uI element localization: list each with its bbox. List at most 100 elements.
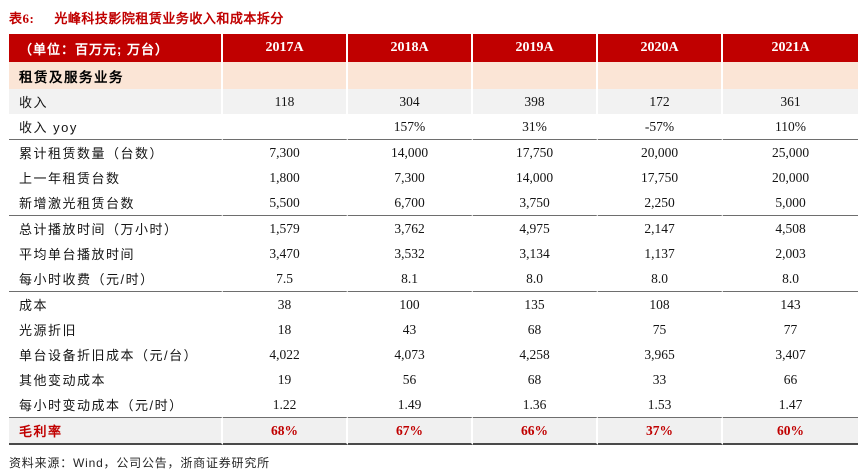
table-row: 平均单台播放时间 3,470 3,532 3,134 1,137 2,003: [9, 241, 858, 266]
section-header-cell: [473, 62, 598, 89]
cell-value: 38: [223, 292, 348, 317]
cell-value: 2,250: [598, 190, 723, 216]
cell-value: [223, 114, 348, 140]
table-row: 上一年租赁台数 1,800 7,300 14,000 17,750 20,000: [9, 165, 858, 190]
rental-business-table: （单位：百万元; 万台） 2017A 2018A 2019A 2020A 202…: [9, 34, 858, 445]
table-row: 其他变动成本 19 56 68 33 66: [9, 367, 858, 392]
cell-value: 8.1: [348, 266, 473, 292]
source-note: 资料来源：Wind，公司公告，浙商证券研究所: [9, 456, 270, 470]
cell-value: 3,532: [348, 241, 473, 266]
cell-value: 68: [473, 317, 598, 342]
table-title: 表6: 光峰科技影院租赁业务收入和成本拆分: [9, 8, 858, 27]
row-label: 成本: [9, 292, 223, 317]
section-header-cell: [348, 62, 473, 89]
cell-value: 3,965: [598, 342, 723, 367]
cell-value: 66: [783, 371, 798, 387]
cell-value: 43: [348, 317, 473, 342]
cell-value: 304: [348, 89, 473, 114]
cell-value: 100: [348, 292, 473, 317]
row-label: 累计租赁数量（台数）: [9, 140, 223, 165]
row-label: 总计播放时间（万小时）: [9, 216, 223, 241]
cell-value: 108: [598, 292, 723, 317]
cell-value: 1.47: [723, 392, 858, 418]
cell-value: 8.0: [473, 266, 598, 292]
cell-value: 5,500: [223, 190, 348, 216]
cell-value: 2,003: [775, 245, 806, 261]
cell-value: 8.0: [598, 266, 723, 292]
row-label: 收入 yoy: [9, 114, 223, 140]
table-body: 租赁及服务业务 收入 118 304 398 172 361 收入 yoy 157% 31% -5…: [9, 62, 858, 445]
row-label: 新增激光租赁台数: [9, 190, 223, 216]
cell-value: 172: [598, 89, 723, 114]
cell-value: 6,700: [348, 190, 473, 216]
table-row: 每小时收费（元/时） 7.5 8.1 8.0 8.0 8.0: [9, 266, 858, 292]
cell-value: 1.22: [223, 392, 348, 418]
cell-value: 8.0: [723, 266, 858, 292]
cell-value: 60%: [723, 418, 858, 445]
cell-value: 3,470: [223, 241, 348, 266]
cell-value: 3,134: [473, 241, 598, 266]
section-header-cell: [223, 62, 348, 89]
cell-value: 56: [348, 367, 473, 392]
cell-value: 1,800: [223, 165, 348, 190]
year-header-2017: 2017A: [223, 34, 348, 62]
year-header-2019: 2019A: [473, 34, 598, 62]
cell-value: 135: [473, 292, 598, 317]
cell-value: -57%: [598, 114, 723, 140]
table-row: 收入 118 304 398 172 361: [9, 89, 858, 114]
table-row: 新增激光租赁台数 5,500 6,700 3,750 2,250 5,000: [9, 190, 858, 216]
cell-value: 68%: [223, 418, 348, 445]
header-row: （单位：百万元; 万台） 2017A 2018A 2019A 2020A 202…: [9, 34, 858, 62]
table-row: 累计租赁数量（台数） 7,300 14,000 17,750 20,000 25,000: [9, 140, 858, 165]
cell-value: 4,975: [473, 216, 598, 241]
cell-value: 1.53: [598, 392, 723, 418]
table-title-text: 光峰科技影院租赁业务收入和成本拆分: [54, 11, 284, 26]
cell-value: 157%: [348, 114, 473, 140]
cell-value: 5,000: [723, 190, 858, 216]
table-row: 成本 38 100 135 108 143: [9, 292, 858, 317]
cell-value: 4,508: [775, 220, 806, 236]
table-row: 收入 yoy 157% 31% -57% 110%: [9, 114, 858, 140]
cell-value: 110%: [723, 114, 858, 140]
cell-value: 1.36: [473, 392, 598, 418]
row-label: 收入: [9, 89, 223, 114]
row-label: 其他变动成本: [9, 367, 223, 392]
row-label: 上一年租赁台数: [9, 165, 223, 190]
section-header-row: 租赁及服务业务: [9, 62, 858, 89]
cell-value: 14,000: [473, 165, 598, 190]
cell-value: 3,762: [348, 216, 473, 241]
row-label: 毛利率: [9, 418, 223, 445]
cell-value: 68: [473, 367, 598, 392]
cell-value: 4,073: [348, 342, 473, 367]
section-header-cell: [598, 62, 723, 89]
cell-value: 118: [223, 89, 348, 114]
year-header-2020: 2020A: [598, 34, 723, 62]
unit-header-cell: （单位：百万元; 万台）: [9, 34, 223, 62]
cell-value: 4,258: [473, 342, 598, 367]
year-header-2021: 2021A: [723, 34, 858, 62]
table-row: 每小时变动成本（元/时） 1.22 1.49 1.36 1.53 1.47: [9, 392, 858, 418]
cell-value: 67%: [348, 418, 473, 445]
row-label: 光源折旧: [9, 317, 223, 342]
cell-value: 17,750: [473, 140, 598, 165]
cell-value: 17,750: [598, 165, 723, 190]
cell-value: 19: [223, 367, 348, 392]
section-header-cell: [723, 62, 858, 89]
cell-value: 7,300: [223, 140, 348, 165]
cell-value: 14,000: [348, 140, 473, 165]
cell-value: 37%: [598, 418, 723, 445]
cell-value: 3,407: [775, 346, 806, 362]
cell-value: 77: [783, 321, 798, 337]
row-label: 每小时变动成本（元/时）: [9, 392, 223, 418]
cell-value: 7.5: [223, 266, 348, 292]
cell-value: 1.49: [348, 392, 473, 418]
cell-value: 20,000: [598, 140, 723, 165]
cell-value: 20,000: [771, 169, 810, 185]
cell-value: 75: [598, 317, 723, 342]
cell-value: 398: [473, 89, 598, 114]
cell-value: 33: [598, 367, 723, 392]
year-header-2018: 2018A: [348, 34, 473, 62]
section-header-label: 租赁及服务业务: [9, 62, 223, 89]
cell-value: 2,147: [598, 216, 723, 241]
table-row: 光源折旧 18 43 68 75 77: [9, 317, 858, 342]
